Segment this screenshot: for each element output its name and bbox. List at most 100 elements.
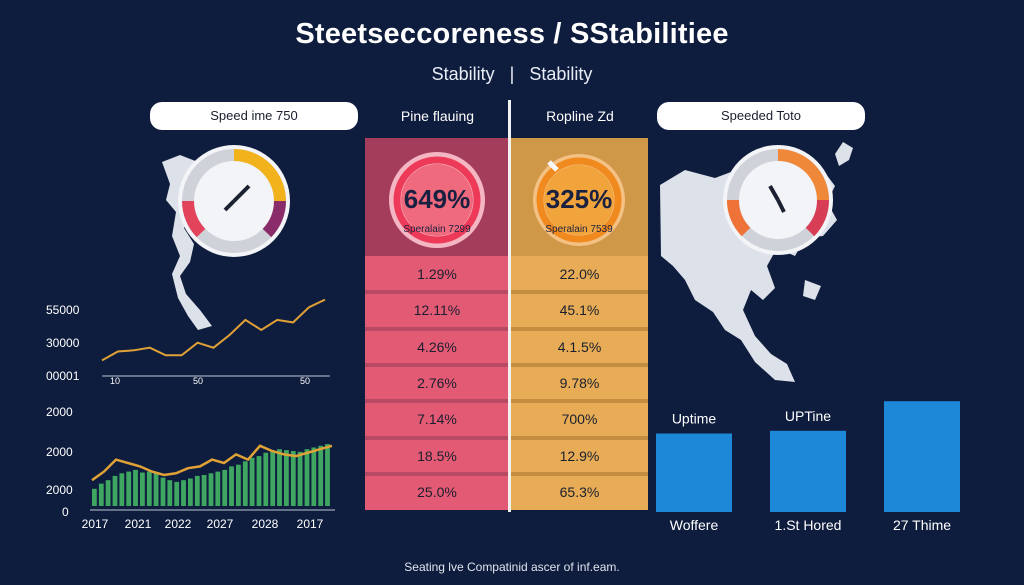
pink-big-value: 649% <box>404 184 471 214</box>
pink-stat-disc <box>401 164 473 236</box>
pink-row-separator <box>365 399 509 404</box>
bar-chart-bar <box>112 475 118 506</box>
bar-chart-bar <box>188 478 193 506</box>
orange-row-value: 45.1% <box>559 302 600 319</box>
bar-chart-bar <box>277 449 282 506</box>
pink-column-body <box>365 256 509 510</box>
pink-row-separator <box>365 290 509 295</box>
pink-row-value: 4.26% <box>417 338 457 355</box>
bar-chart-bar <box>194 475 200 506</box>
bar-chart-bar <box>167 480 173 506</box>
pink-row-separator <box>365 435 509 440</box>
orange-big-stat: 325% Speralain 7539 <box>533 154 625 246</box>
bar-chart-bar <box>119 473 125 506</box>
right-bar-chart: Uptime Woffere UPTine 1.St Hored 27 Thime <box>656 401 960 533</box>
pink-row-value: 25.0% <box>417 483 457 500</box>
left-map <box>162 155 212 330</box>
blue-bar-category: 1.St Hored <box>775 517 842 533</box>
orange-row-value: 12.9% <box>559 447 600 464</box>
right-gauge-orange-left <box>726 199 751 237</box>
orange-big-value: 325% <box>546 184 613 214</box>
orange-column-body <box>511 256 648 510</box>
pink-sub-label: Speralain 7299 <box>403 224 471 235</box>
orange-sub-label: Speralain 7539 <box>545 224 613 235</box>
bar-chart-bar <box>146 471 152 506</box>
orange-row-value: 65.3% <box>559 483 600 500</box>
bar-chart-bar <box>270 451 276 506</box>
right-gauge-needle <box>768 185 780 201</box>
bar-chart-x-tick: 2021 <box>125 517 152 531</box>
right-gauge-needle-tail <box>776 199 786 213</box>
orange-row-value: 700% <box>561 411 598 428</box>
line-chart-y-tick: 00001 <box>46 369 80 383</box>
orange-row-value: 22.0% <box>559 266 600 282</box>
bar-chart-bar <box>98 483 104 506</box>
left-bar-chart: 2000 2000 2000 0 2017 2021 2022 2027 2028 2017 <box>46 405 335 531</box>
bar-chart-bar <box>242 461 248 506</box>
bar-chart-x-tick: 2017 <box>82 517 109 531</box>
pink-row-value: 12.11% <box>413 302 461 319</box>
bar-chart-bar <box>126 471 132 506</box>
bar-chart-bar <box>208 473 214 506</box>
orange-stat-disc <box>544 165 614 235</box>
bar-chart-bar <box>229 466 234 506</box>
line-chart-x-tick: 50 <box>300 376 310 386</box>
line-chart-y-ticks: 55000 30000 00001 <box>46 303 80 383</box>
left-line-chart: 55000 30000 00001 10 50 50 <box>46 298 330 386</box>
right-gauge <box>723 145 833 255</box>
bar-chart-bar <box>249 457 255 506</box>
bar-chart-bar <box>325 444 330 506</box>
page-subtitle: Stability | Stability <box>0 64 1024 85</box>
right-bars: Uptime Woffere UPTine 1.St Hored 27 Thime <box>656 401 960 533</box>
right-map-island-2 <box>803 280 821 300</box>
bar-chart-y-tick: 0 <box>62 505 69 519</box>
blue-bar <box>770 430 846 512</box>
bar-chart-y-tick: 2000 <box>46 445 73 459</box>
bar-chart-x-tick: 2028 <box>252 517 279 531</box>
line-chart-y-tick: 55000 <box>46 303 80 317</box>
bar-chart-y-tick: 2000 <box>46 483 73 497</box>
blue-bar-category: 27 Thime <box>893 517 951 533</box>
footer-text: Seating lve Compatinid ascer of inf.eam. <box>404 560 620 574</box>
bar-chart-bar <box>133 469 138 506</box>
orange-row-value: 9.78% <box>559 374 600 391</box>
left-gauge-red <box>182 200 206 238</box>
line-chart-x-tick: 50 <box>193 376 203 386</box>
subtitle-left: Stability <box>431 64 495 84</box>
bar-chart-bars <box>92 444 330 506</box>
pink-column-header: Pine flauing <box>400 108 475 124</box>
bar-chart-bar <box>297 451 303 506</box>
line-chart-y-tick: 30000 <box>46 336 80 350</box>
subtitle-right: Stability <box>529 64 593 84</box>
left-map-shape <box>162 155 212 330</box>
bar-chart-bar <box>304 449 310 506</box>
bar-chart-bar <box>140 472 145 506</box>
orange-row-separator <box>511 471 648 476</box>
bar-chart-bar <box>222 469 228 506</box>
orange-stat-ring <box>536 157 622 243</box>
blue-bar-label: Uptime <box>672 411 717 427</box>
subtitle-separator: | <box>509 64 515 84</box>
bar-chart-bar <box>290 451 296 506</box>
left-gauge-needle-tail <box>223 199 236 212</box>
orange-row-separator <box>511 290 648 295</box>
bar-chart-bar <box>92 488 97 506</box>
orange-row-separator <box>511 326 648 331</box>
orange-row-separator <box>511 362 648 367</box>
pink-row-value: 2.76% <box>417 374 457 391</box>
right-gauge-red <box>805 199 830 237</box>
bar-chart-x-tick: 2027 <box>207 517 234 531</box>
right-map-island <box>835 142 853 166</box>
speed-pill-right: Speeded Toto <box>657 102 865 130</box>
blue-bar <box>884 401 960 512</box>
pink-stat-ring <box>393 156 481 244</box>
orange-column-header: Ropline Zd <box>546 108 614 124</box>
blue-bar <box>656 433 732 512</box>
line-chart-series <box>101 298 326 362</box>
bar-chart-bar <box>174 481 180 506</box>
bar-chart-y-ticks: 2000 2000 2000 0 <box>46 405 73 519</box>
bar-chart-line <box>91 444 333 482</box>
bar-chart-bar <box>181 480 186 506</box>
right-gauge-orange <box>777 149 829 201</box>
orange-row-separator <box>511 399 648 404</box>
